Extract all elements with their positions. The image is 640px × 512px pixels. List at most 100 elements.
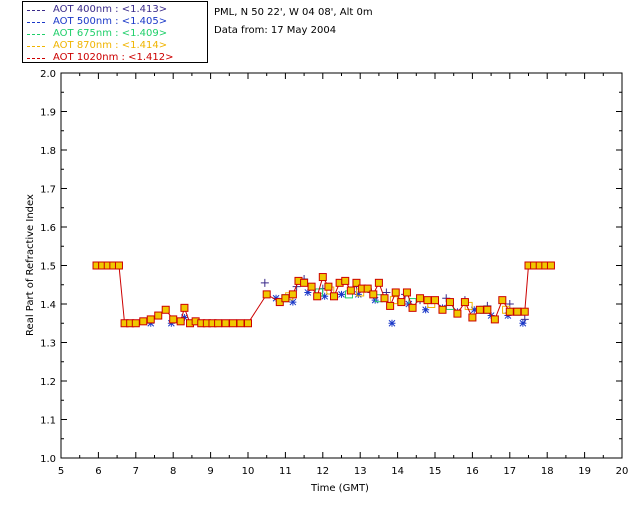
data-point [304, 288, 312, 296]
data-point [386, 301, 395, 310]
x-tick-label: 9 [207, 466, 213, 477]
data-point [146, 315, 155, 324]
data-point [260, 278, 269, 287]
y-axis-label: Real Part of Refractive Index [25, 194, 36, 336]
site-location: PML, N 50 22', W 04 08', Alt 0m [214, 7, 373, 18]
data-point [397, 298, 406, 307]
data-point [453, 309, 462, 318]
legend-label: AOT 675nm : <1.409> [53, 28, 168, 39]
data-point [490, 315, 499, 324]
data-point [180, 303, 189, 312]
data-point [289, 298, 297, 306]
data-point [262, 290, 271, 299]
y-tick-label: 1.8 [40, 146, 56, 157]
y-tick-label: 1.2 [40, 377, 56, 388]
data-point [214, 319, 223, 328]
x-tick-label: 11 [279, 466, 292, 477]
legend-label: AOT 400nm : <1.413> [53, 4, 168, 15]
data-point [475, 305, 484, 314]
data-point [513, 307, 522, 316]
legend-item-400nm: AOT 400nm : <1.413> [23, 4, 207, 16]
data-point [221, 319, 230, 328]
data-point [318, 273, 327, 282]
legend-item-675nm: AOT 675nm : <1.409> [23, 28, 207, 40]
x-tick-label: 13 [354, 466, 367, 477]
x-tick-label: 20 [616, 466, 629, 477]
y-tick-label: 1.6 [40, 223, 56, 234]
y-tick-label: 1.4 [40, 300, 56, 311]
data-point [374, 278, 383, 287]
data-point [445, 298, 454, 307]
y-tick-label: 2.0 [40, 69, 56, 80]
legend-label: AOT 1020nm : <1.412> [53, 52, 174, 63]
x-tick-label: 7 [133, 466, 139, 477]
data-point [154, 311, 163, 320]
data-point [236, 319, 245, 328]
legend-item-1020nm: AOT 1020nm : <1.412> [23, 52, 207, 64]
data-point [422, 306, 430, 314]
legend-swatch [27, 58, 45, 59]
data-point [300, 278, 309, 287]
data-point [388, 319, 396, 327]
data-date: Data from: 17 May 2004 [214, 25, 337, 36]
legend-swatch [27, 10, 45, 11]
legend-swatch [27, 46, 45, 47]
data-point [324, 282, 333, 291]
data-point [307, 282, 316, 291]
legend-swatch [27, 22, 45, 23]
legend-item-500nm: AOT 500nm : <1.405> [23, 16, 207, 28]
data-point [161, 305, 170, 314]
data-point [131, 319, 140, 328]
data-point [438, 305, 447, 314]
x-tick-label: 5 [58, 466, 64, 477]
data-point [288, 290, 297, 299]
data-point [460, 298, 469, 307]
x-tick-label: 19 [578, 466, 591, 477]
data-point [483, 305, 492, 314]
x-tick-label: 10 [242, 466, 255, 477]
y-tick-label: 1.3 [40, 339, 56, 350]
data-point [431, 296, 439, 305]
data-point [470, 306, 478, 314]
data-point [346, 286, 355, 295]
data-point [408, 303, 417, 312]
x-tick-label: 14 [391, 466, 404, 477]
data-point [423, 296, 432, 305]
x-tick-label: 6 [95, 466, 101, 477]
data-point [468, 313, 477, 322]
data-point [391, 288, 400, 297]
data-point [416, 294, 425, 303]
y-tick-label: 1.5 [40, 262, 56, 273]
data-point [244, 319, 252, 328]
x-axis-label: Time (GMT) [310, 483, 369, 494]
x-tick-label: 17 [503, 466, 516, 477]
data-point [169, 315, 178, 324]
legend-swatch [27, 34, 45, 35]
legend-label: AOT 870nm : <1.414> [53, 40, 168, 51]
x-tick-label: 12 [316, 466, 329, 477]
data-point [114, 261, 123, 270]
data-point [520, 307, 529, 316]
y-tick-label: 1.7 [40, 185, 56, 196]
legend-item-870nm: AOT 870nm : <1.414> [23, 40, 207, 52]
data-point [498, 296, 507, 305]
data-point [369, 290, 378, 299]
data-point [519, 319, 527, 327]
data-point [139, 317, 148, 326]
data-point [229, 319, 238, 328]
data-point [402, 288, 411, 297]
x-tick-label: 18 [541, 466, 554, 477]
data-point [321, 292, 329, 300]
series-4 [92, 261, 555, 328]
x-tick-label: 16 [466, 466, 479, 477]
data-point [281, 294, 290, 303]
data-point [546, 261, 555, 270]
data-point [380, 294, 389, 303]
y-tick-label: 1.9 [40, 108, 56, 119]
data-point [354, 290, 362, 298]
data-point [363, 284, 372, 293]
y-tick-label: 1.1 [40, 416, 56, 427]
legend-label: AOT 500nm : <1.405> [53, 16, 168, 27]
data-point [338, 290, 345, 298]
